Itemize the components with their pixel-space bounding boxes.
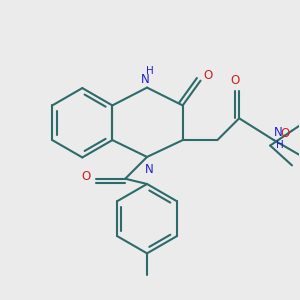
- Text: O: O: [231, 74, 240, 87]
- Text: N: N: [141, 73, 149, 86]
- Text: O: O: [280, 127, 290, 140]
- Text: H: H: [276, 140, 284, 150]
- Text: N: N: [273, 126, 282, 139]
- Text: H: H: [146, 66, 154, 76]
- Text: O: O: [81, 170, 90, 183]
- Text: O: O: [204, 69, 213, 82]
- Text: N: N: [145, 163, 153, 176]
